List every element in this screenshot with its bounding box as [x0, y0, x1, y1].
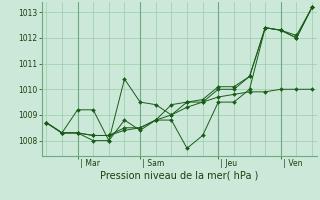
X-axis label: Pression niveau de la mer( hPa ): Pression niveau de la mer( hPa ): [100, 171, 258, 181]
